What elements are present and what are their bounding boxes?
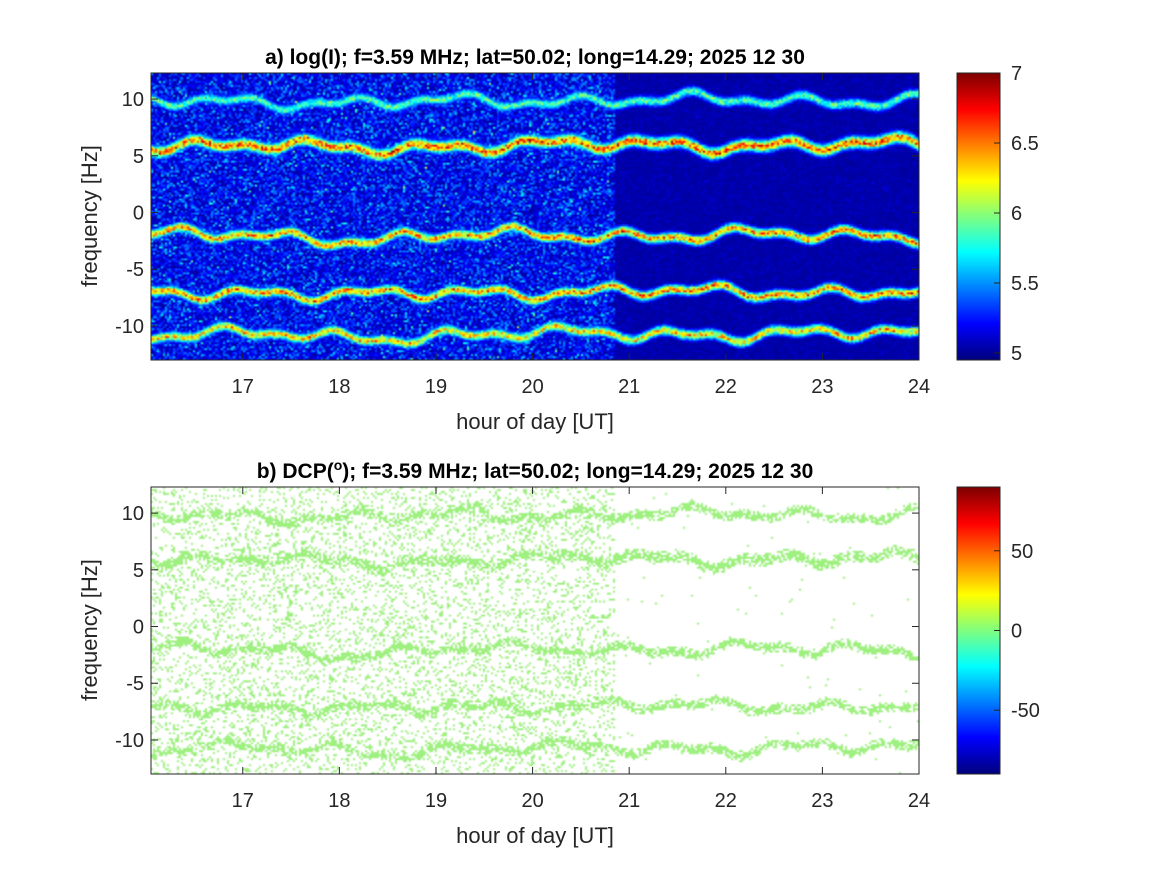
panel-b-title: b) DCP(o); f=3.59 MHz; lat=50.02; long=1… — [257, 457, 814, 483]
colorbar-tick-label: 5.5 — [1011, 273, 1039, 295]
y-tick-label: -10 — [115, 730, 144, 752]
y-tick-label: -10 — [115, 316, 144, 338]
y-tick-label: 10 — [122, 503, 144, 525]
y-tick-label: 0 — [133, 203, 144, 225]
colorbar-tick-label: 7 — [1011, 63, 1022, 85]
x-tick-label: 21 — [618, 376, 640, 398]
y-tick-label: -5 — [126, 259, 144, 281]
y-tick-label: 10 — [122, 89, 144, 111]
x-tick-label: 19 — [425, 790, 447, 812]
colorbar-tick-label: 50 — [1011, 541, 1033, 563]
x-tick-label: 22 — [715, 790, 737, 812]
panel-a-colorbar-box — [956, 72, 1001, 361]
panel-b-y-ticks: 10 5 0 -5 -10 — [115, 503, 919, 752]
y-tick-label: 5 — [133, 560, 144, 582]
panel-a-x-label: hour of day [UT] — [456, 409, 614, 434]
panel-b-x-label: hour of day [UT] — [456, 823, 614, 848]
panel-b-colorbar-ticks: 50 0 -50 — [994, 541, 1040, 722]
x-tick-label: 17 — [232, 790, 254, 812]
panel-a-spectrogram — [151, 73, 919, 360]
x-tick-label: 17 — [232, 376, 254, 398]
x-tick-label: 18 — [328, 790, 350, 812]
y-tick-label: 0 — [133, 617, 144, 639]
colorbar-tick-label: 6 — [1011, 203, 1022, 225]
x-tick-label: 18 — [328, 376, 350, 398]
panel-a-title: a) log(I); f=3.59 MHz; lat=50.02; long=1… — [265, 46, 805, 69]
panel-b-colorbar — [957, 487, 1000, 774]
panel-a-colorbar-ticks: 7 6.5 6 5.5 5 — [994, 63, 1039, 365]
panel-a-x-ticks: 17 18 19 20 21 22 23 24 — [232, 73, 930, 398]
x-tick-label: 20 — [521, 376, 543, 398]
panel-a-colorbar — [957, 73, 1000, 360]
panel-a-y-ticks: 10 5 0 -5 -10 — [115, 89, 919, 338]
colorbar-tick-label: 5 — [1011, 343, 1022, 365]
x-tick-label: 24 — [908, 790, 930, 812]
panel-a-y-label: frequency [Hz] — [77, 145, 102, 287]
colorbar-tick-label: 6.5 — [1011, 133, 1039, 155]
colorbar-tick-label: 0 — [1011, 621, 1022, 643]
x-tick-label: 19 — [425, 376, 447, 398]
panel-b-y-label: frequency [Hz] — [77, 559, 102, 701]
panel-b-spectrogram — [151, 487, 919, 774]
x-tick-label: 21 — [618, 790, 640, 812]
x-tick-label: 22 — [715, 376, 737, 398]
panel-b-x-ticks: 17 18 19 20 21 22 23 24 — [232, 487, 930, 812]
panel-b-axes-box — [150, 486, 920, 775]
y-tick-label: -5 — [126, 673, 144, 695]
x-tick-label: 23 — [811, 790, 833, 812]
panel-a: a) log(I); f=3.59 MHz; lat=50.02; long=1… — [77, 46, 1039, 434]
x-tick-label: 20 — [521, 790, 543, 812]
x-tick-label: 23 — [811, 376, 833, 398]
x-tick-label: 24 — [908, 376, 930, 398]
panel-a-axes-box — [150, 72, 920, 361]
colorbar-tick-label: -50 — [1011, 700, 1040, 722]
y-tick-label: 5 — [133, 146, 144, 168]
panel-b: b) DCP(o); f=3.59 MHz; lat=50.02; long=1… — [77, 457, 1040, 848]
